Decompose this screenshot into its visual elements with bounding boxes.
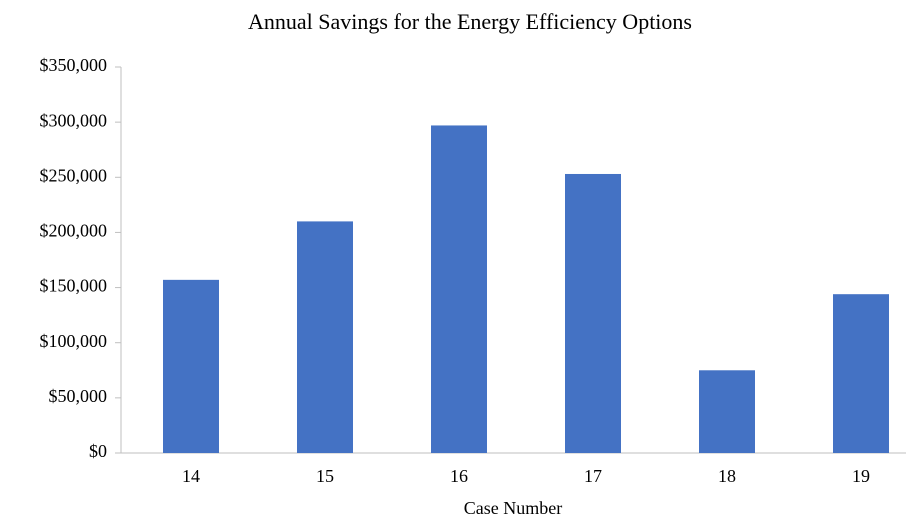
x-tick-label: 16 [450, 466, 468, 486]
y-tick-label: $300,000 [40, 110, 108, 130]
bar [699, 370, 755, 453]
y-tick-label: $100,000 [40, 331, 108, 351]
y-tick-label: $350,000 [40, 55, 108, 75]
x-tick-label: 19 [852, 466, 870, 486]
y-tick-label: $250,000 [40, 165, 108, 185]
y-tick-label: $50,000 [49, 386, 108, 406]
y-tick-label: $150,000 [40, 276, 108, 296]
bar [431, 125, 487, 454]
bar [833, 294, 889, 453]
x-tick-label: 14 [182, 466, 200, 486]
x-tick-label: 15 [316, 466, 334, 486]
y-tick-label: $200,000 [40, 221, 108, 241]
bar [297, 221, 353, 453]
x-tick-label: 17 [584, 466, 602, 486]
x-tick-label: 18 [718, 466, 736, 486]
x-axis-title: Case Number [464, 498, 562, 518]
bar [565, 173, 621, 453]
chart-title: Annual Savings for the Energy Efficiency… [248, 9, 692, 34]
bar [163, 279, 219, 453]
y-tick-label: $0 [89, 441, 107, 461]
